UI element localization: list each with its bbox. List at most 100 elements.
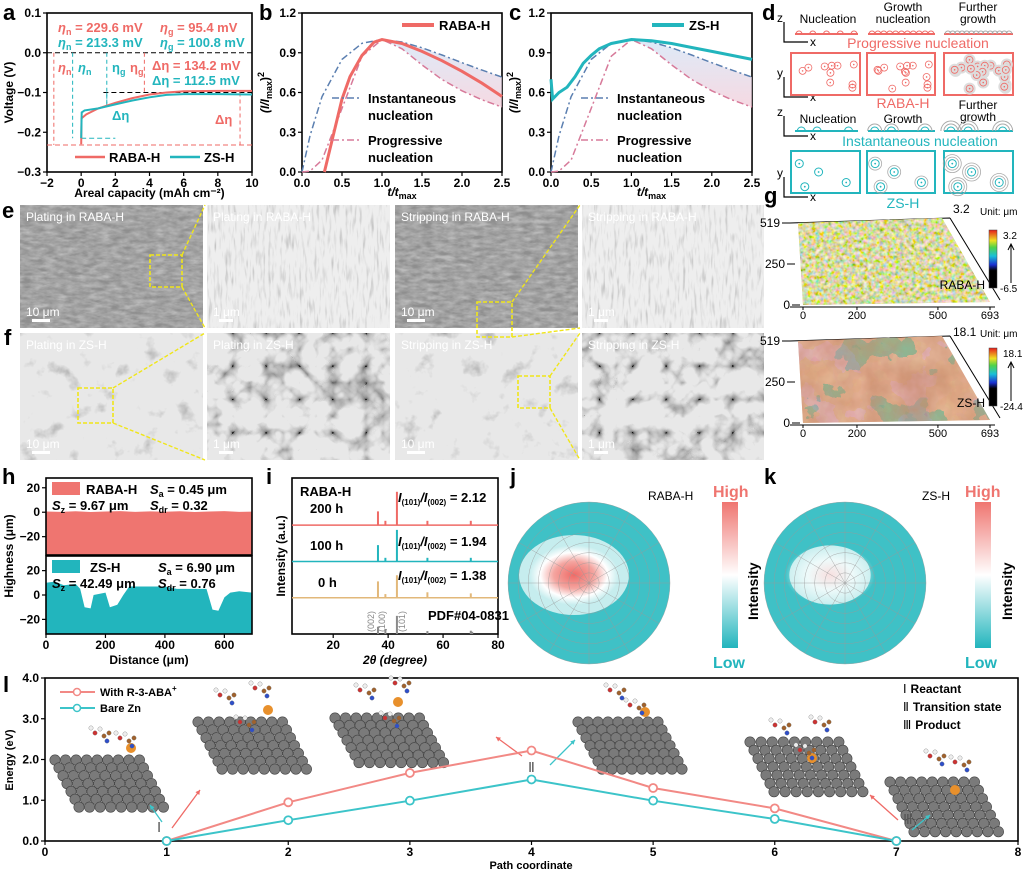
nucleus-core	[874, 162, 877, 165]
arrow-head	[925, 815, 930, 820]
height-colorbar	[988, 229, 998, 289]
molecule-atom	[948, 754, 954, 760]
series-line-raba-h	[80, 89, 252, 145]
y-axis-label: (I/Imax)2	[505, 72, 523, 113]
growth-ring	[989, 173, 1009, 192]
sem-texture	[20, 333, 203, 460]
zn-atom	[940, 826, 952, 838]
x-tick-label: 400	[155, 638, 175, 652]
zn-atom	[846, 786, 858, 798]
nucleus	[960, 123, 976, 132]
y-tick-label: 1.0	[22, 793, 39, 807]
axis-label: x	[810, 129, 816, 143]
nucleus	[883, 123, 899, 132]
molecule-atom	[781, 725, 787, 731]
molecule-atom	[97, 726, 103, 732]
molecule-atom	[248, 680, 254, 686]
nucleus	[927, 30, 935, 35]
x-tick-label: 8	[214, 176, 221, 190]
molecule-atom	[619, 695, 625, 701]
nucleus-core	[883, 66, 885, 69]
nucleus-core	[829, 81, 832, 84]
x-tick-label: 0.5	[583, 176, 600, 190]
nucleus	[972, 30, 980, 35]
nucleus-core	[801, 70, 804, 72]
nucleus	[998, 126, 1008, 132]
x-tick-label: 4	[528, 845, 535, 859]
x-tick-label: 1	[163, 845, 170, 859]
x-tick-label: 5	[650, 845, 657, 859]
energy-point	[891, 836, 902, 846]
y-tick-label: 0	[33, 505, 40, 519]
nucleus	[965, 84, 974, 93]
colorbar-min: -24.4	[1000, 402, 1023, 413]
zn-atom	[824, 786, 836, 798]
nucleus	[1000, 30, 1008, 35]
x-tick-label: 693	[981, 428, 999, 440]
scale-bar	[407, 451, 425, 454]
model-curve	[550, 38, 753, 173]
molecule-atom	[623, 697, 629, 703]
plot-frame	[44, 677, 1019, 842]
sa-raba: Sa = 0.45 μm	[150, 482, 227, 499]
nucleus	[996, 30, 1004, 35]
colorbar-unit: Unit: μm	[980, 207, 1017, 218]
y-tick-label: 0.0	[22, 834, 39, 848]
zn-atom	[157, 801, 169, 813]
molecule-atom	[641, 702, 647, 708]
nucleus	[886, 126, 896, 132]
legend-label: nucleation	[617, 108, 682, 123]
plot-frame	[291, 477, 499, 635]
nucleus	[958, 30, 966, 35]
growth-ring	[873, 179, 888, 194]
sem-caption: Stripping in ZS-H	[588, 338, 679, 352]
raba-label: RABA-H	[877, 95, 930, 111]
nucleus-core	[968, 87, 971, 90]
nucleus-core	[823, 65, 826, 68]
marker-eta-g-zs: ηg	[112, 60, 125, 77]
zoom-connector	[511, 204, 581, 303]
legend-label: ZS-H	[689, 18, 719, 33]
series-line-zs-h	[80, 93, 253, 139]
sem-texture	[20, 205, 203, 328]
growth-ring	[914, 175, 929, 190]
energy-point	[404, 795, 415, 806]
nucleus-core	[851, 86, 854, 89]
zoom-connector	[181, 204, 206, 256]
panel-a-voltage-chart: −2 0 2 4 6 8 10 0.1 0.0 −0.1 −0.2 −0.3 RABA-H ZS-H Are…	[2, 6, 259, 200]
polar-grid-spoke	[844, 542, 916, 584]
y-axis-label: (I/Imax)2	[256, 72, 274, 113]
hkl-101: (101)	[397, 611, 407, 632]
y-tick-label: 0.0	[279, 165, 296, 179]
molecule-atom	[252, 685, 258, 691]
zoom-region-box	[149, 254, 183, 288]
molecule-atom	[369, 695, 375, 701]
molecule-atom	[122, 731, 128, 737]
sem-texture	[395, 205, 578, 328]
y-tick-label: 250	[765, 375, 785, 389]
axis-label: y	[777, 66, 783, 80]
nucleus-core	[829, 72, 832, 74]
nucleus-core	[877, 70, 880, 72]
molecule-atom	[627, 702, 633, 708]
x-tick-label: 1.0	[623, 176, 640, 190]
panel-b-nucleation-chart: 0.0 0.5 1.0 1.5 2.0 2.5 0.0 0.3 0.6 0.9 1.2 RABA-H I…	[256, 6, 511, 201]
growth-ring	[948, 177, 968, 197]
nucleus-core	[926, 86, 929, 89]
nucleus	[947, 159, 957, 169]
axis-label: y	[777, 166, 783, 180]
surface-name: RABA-H	[940, 278, 985, 292]
molecule-atom	[126, 738, 132, 744]
marker-delta-raba: Δη	[215, 112, 232, 127]
x-tick-label: 200	[848, 310, 866, 322]
energy-point	[769, 814, 780, 824]
nucleus	[979, 78, 988, 87]
molecule-atom	[964, 767, 970, 773]
legend-swatch-raba	[52, 482, 80, 495]
sz-raba: Sz = 9.67 μm	[52, 498, 128, 515]
growth-ring	[868, 156, 883, 171]
zn-atom	[115, 801, 127, 813]
stage-label: Further	[959, 98, 998, 112]
zoom-connector	[181, 286, 206, 329]
molecule-atom	[242, 715, 248, 721]
